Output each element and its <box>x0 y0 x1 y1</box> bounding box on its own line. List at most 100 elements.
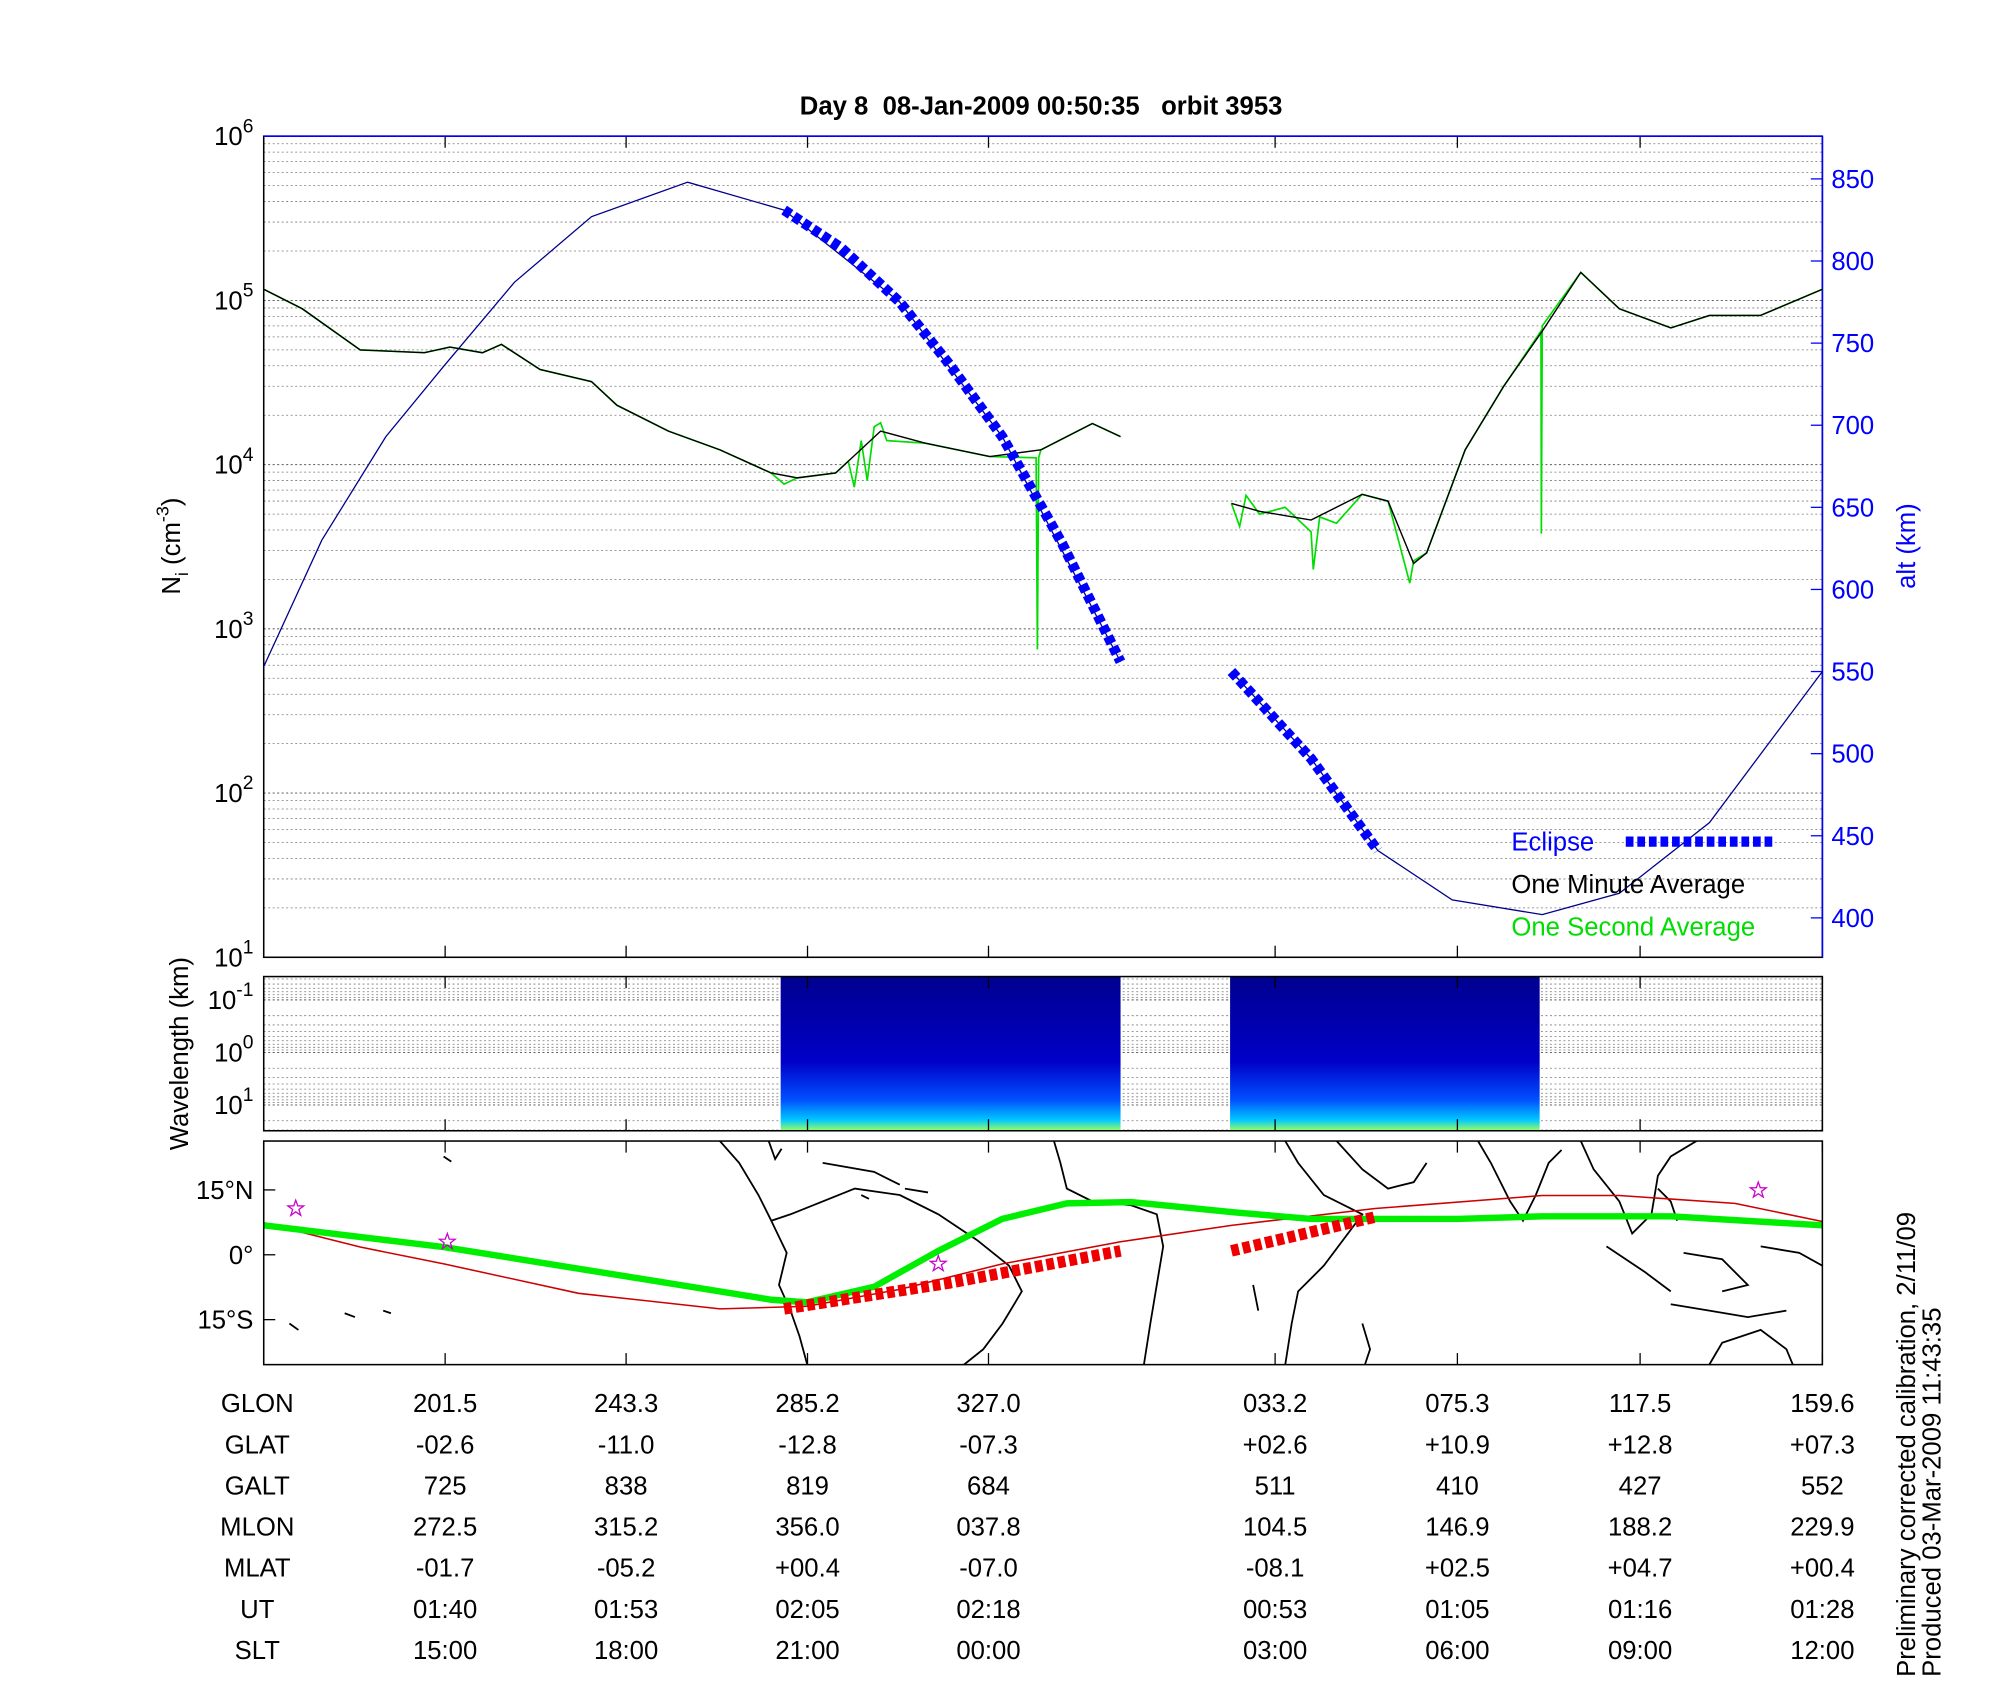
table-cell: 15:00 <box>413 1637 477 1665</box>
y2-tick-label: 750 <box>1831 330 1874 358</box>
table-row-label: GALT <box>225 1472 290 1500</box>
coastline <box>1053 1141 1364 1365</box>
table-row-label: MLAT <box>224 1555 291 1583</box>
spectrogram-block <box>1230 976 1540 1131</box>
table-cell: 272.5 <box>413 1514 477 1542</box>
table-row-label: SLT <box>235 1637 281 1665</box>
table-cell: -07.0 <box>959 1555 1018 1583</box>
altitude-line <box>263 181 1823 916</box>
legend-label: One Second Average <box>1511 913 1755 941</box>
tick-base: 10 <box>214 944 243 972</box>
y-axis-label-part: (cm <box>158 522 186 572</box>
table-cell: 00:00 <box>956 1637 1020 1665</box>
table-cell: 075.3 <box>1425 1390 1489 1418</box>
tick-exponent: 2 <box>243 773 254 794</box>
table-cell: 229.9 <box>1790 1514 1854 1542</box>
coastline <box>719 1141 783 1222</box>
table-cell: -08.1 <box>1246 1555 1305 1583</box>
table-cell: 552 <box>1801 1472 1844 1500</box>
table-cell: 03:00 <box>1243 1637 1307 1665</box>
tick-base: 10 <box>208 987 237 1015</box>
star-marker <box>928 1253 949 1273</box>
tick-base: 10 <box>214 287 243 315</box>
star-marker <box>1748 1180 1769 1199</box>
spectrogram-y-label: Wavelength (km) <box>166 957 194 1150</box>
table-cell: 01:28 <box>1790 1596 1854 1624</box>
table-cell: 684 <box>967 1472 1010 1500</box>
table-cell: 21:00 <box>775 1637 839 1665</box>
coastline <box>822 1162 929 1200</box>
y-tick-label: 103 <box>214 609 253 644</box>
series-line <box>781 205 1382 854</box>
y-tick-label: 10-1 <box>208 980 254 1015</box>
plot-frame <box>262 1140 1824 1366</box>
tick-exponent: 6 <box>243 116 254 137</box>
y2-tick-label: 500 <box>1831 741 1874 769</box>
tick-exponent: 1 <box>243 937 254 958</box>
table-cell: 356.0 <box>775 1514 839 1542</box>
y2-tick-label: 450 <box>1831 823 1874 851</box>
table-row-label: UT <box>240 1596 275 1624</box>
y-tick-label: 102 <box>214 773 253 808</box>
map-track <box>263 1194 1823 1310</box>
spectrogram-block <box>780 976 1121 1131</box>
coastline <box>288 1155 1260 1331</box>
table-cell: 01:40 <box>413 1596 477 1624</box>
table-cell: 838 <box>605 1472 648 1500</box>
y-axis-label-part: N <box>158 576 186 595</box>
table-cell: 427 <box>1619 1472 1662 1500</box>
y2-tick-label: 550 <box>1831 659 1874 687</box>
tick-base: 10 <box>214 452 243 480</box>
tick-exponent: 1 <box>243 1085 254 1106</box>
y2-tick-label: 650 <box>1831 494 1874 522</box>
tick-base: 10 <box>214 1092 243 1120</box>
table-cell: 146.9 <box>1425 1514 1489 1542</box>
table-cell: -02.6 <box>416 1431 475 1459</box>
table-cell: +04.7 <box>1608 1555 1673 1583</box>
table-cell: 01:05 <box>1425 1596 1489 1624</box>
table-cell: 02:18 <box>956 1596 1020 1624</box>
coastline <box>1335 1141 1428 1365</box>
table-cell: 327.0 <box>956 1390 1020 1418</box>
series-line <box>263 271 1823 565</box>
table-cell: 06:00 <box>1425 1637 1489 1665</box>
y-tick-label: 105 <box>214 281 253 316</box>
table-cell: 01:53 <box>594 1596 658 1624</box>
y-tick-label: 100 <box>214 1033 253 1068</box>
map-track <box>263 1198 1823 1306</box>
tick-exponent: 0 <box>243 1033 254 1054</box>
y-tick-label: 101 <box>214 1085 253 1120</box>
table-cell: +02.5 <box>1425 1555 1490 1583</box>
plot-frame <box>262 975 1824 1132</box>
y2-tick-label: 600 <box>1831 576 1874 604</box>
y2-tick-label: 850 <box>1831 166 1874 194</box>
map-track <box>783 1210 1380 1315</box>
table-cell: -07.3 <box>959 1431 1018 1459</box>
table-cell: -12.8 <box>778 1431 837 1459</box>
footnote: Preliminary corrected calibration, 2/11/… <box>1893 1212 1921 1677</box>
table-cell: +00.4 <box>1790 1555 1855 1583</box>
table-cell: 285.2 <box>775 1390 839 1418</box>
tick-exponent: -1 <box>236 980 253 1001</box>
legend-label: Eclipse <box>1511 829 1594 857</box>
table-cell: 01:16 <box>1608 1596 1672 1624</box>
tick-exponent: 4 <box>243 445 254 466</box>
table-cell: 819 <box>786 1472 829 1500</box>
table-cell: 18:00 <box>594 1637 658 1665</box>
tick-base: 10 <box>214 780 243 808</box>
table-cell: +12.8 <box>1608 1431 1673 1459</box>
tick-base: 10 <box>214 1039 243 1067</box>
table-cell: 037.8 <box>956 1514 1020 1542</box>
table-cell: 033.2 <box>1243 1390 1307 1418</box>
tick-base: 10 <box>214 616 243 644</box>
table-cell: +07.3 <box>1790 1431 1855 1459</box>
table-cell: 159.6 <box>1790 1390 1854 1418</box>
y-axis-label: Ni (cm-3) <box>153 498 192 595</box>
table-cell: 12:00 <box>1790 1637 1854 1665</box>
table-cell: -05.2 <box>597 1555 656 1583</box>
table-cell: 09:00 <box>1608 1637 1672 1665</box>
y-tick-label: 15°S <box>197 1307 253 1335</box>
y-axis-label-part: i <box>172 572 192 576</box>
table-cell: 410 <box>1436 1472 1479 1500</box>
